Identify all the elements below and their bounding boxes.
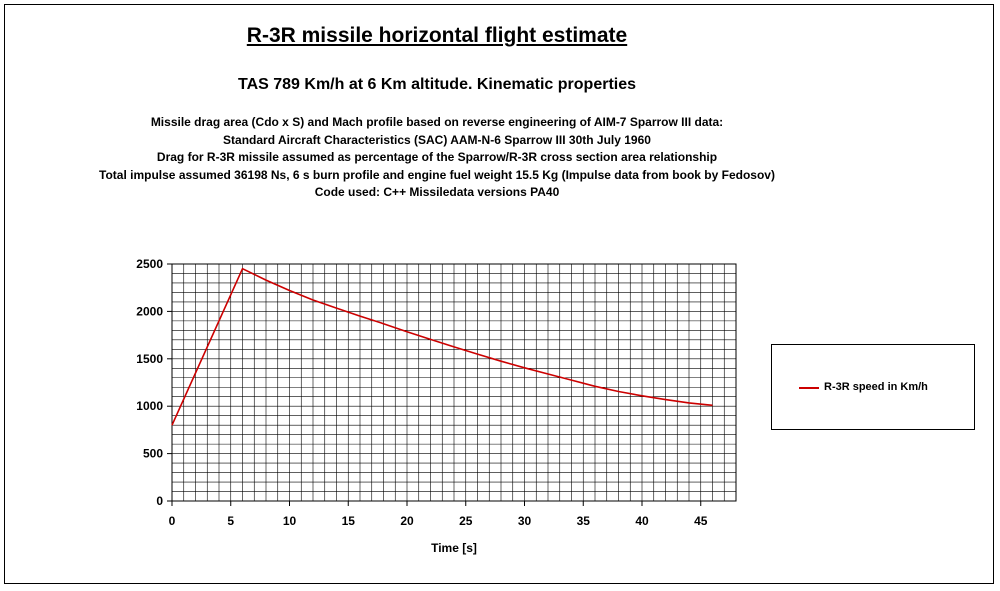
- x-tick-label: 45: [694, 514, 708, 528]
- series-line: [171, 267, 713, 426]
- legend-series-label: R-3R speed in Km/h: [824, 381, 928, 393]
- x-tick-label: 40: [635, 514, 649, 528]
- note-line: Drag for R-3R missile assumed as percent…: [156, 150, 718, 165]
- x-tick-label: 35: [577, 514, 591, 528]
- legend-series-swatch: [799, 387, 819, 389]
- legend: R-3R speed in Km/h: [771, 344, 975, 430]
- y-tick-label: 500: [143, 447, 163, 461]
- x-tick-label: 30: [518, 514, 532, 528]
- note-line: Missile drag area (Cdo x S) and Mach pro…: [150, 115, 724, 129]
- chart-title: R-3R missile horizontal flight estimate: [246, 24, 628, 47]
- chart-subtitle: TAS 789 Km/h at 6 Km altitude. Kinematic…: [237, 76, 637, 93]
- y-tick-label: 1000: [136, 399, 163, 413]
- minor-grid: [171, 263, 737, 502]
- x-tick-label: 25: [459, 514, 473, 528]
- chart-notes: Missile drag area (Cdo x S) and Mach pro…: [0, 114, 874, 202]
- y-tick-label: 0: [156, 494, 163, 508]
- note-line: Code used: C++ Missiledata versions PA40: [314, 185, 560, 200]
- chart-frame: [4, 4, 994, 584]
- x-tick-label: 20: [400, 514, 414, 528]
- x-axis-label: Time [s]: [431, 541, 477, 555]
- x-tick-label: 10: [283, 514, 297, 528]
- series-layer: [171, 267, 713, 426]
- y-tick-label: 2500: [136, 257, 163, 271]
- x-tick-label: 0: [169, 514, 176, 528]
- plot-border: [171, 263, 737, 502]
- axes: [167, 263, 737, 506]
- x-tick-label: 15: [342, 514, 356, 528]
- y-tick-label: 2000: [136, 304, 163, 318]
- tick-labels: 0 5 10 15 20 25 30 35 40 45 0 500 1000 1500 2000 2500: [136, 257, 707, 528]
- x-tick-label: 5: [227, 514, 234, 528]
- y-tick-label: 1500: [136, 352, 163, 366]
- note-line: Standard Aircraft Characteristics (SAC) …: [223, 132, 651, 147]
- note-line: Total impulse assumed 36198 Ns, 6 s burn…: [99, 167, 775, 182]
